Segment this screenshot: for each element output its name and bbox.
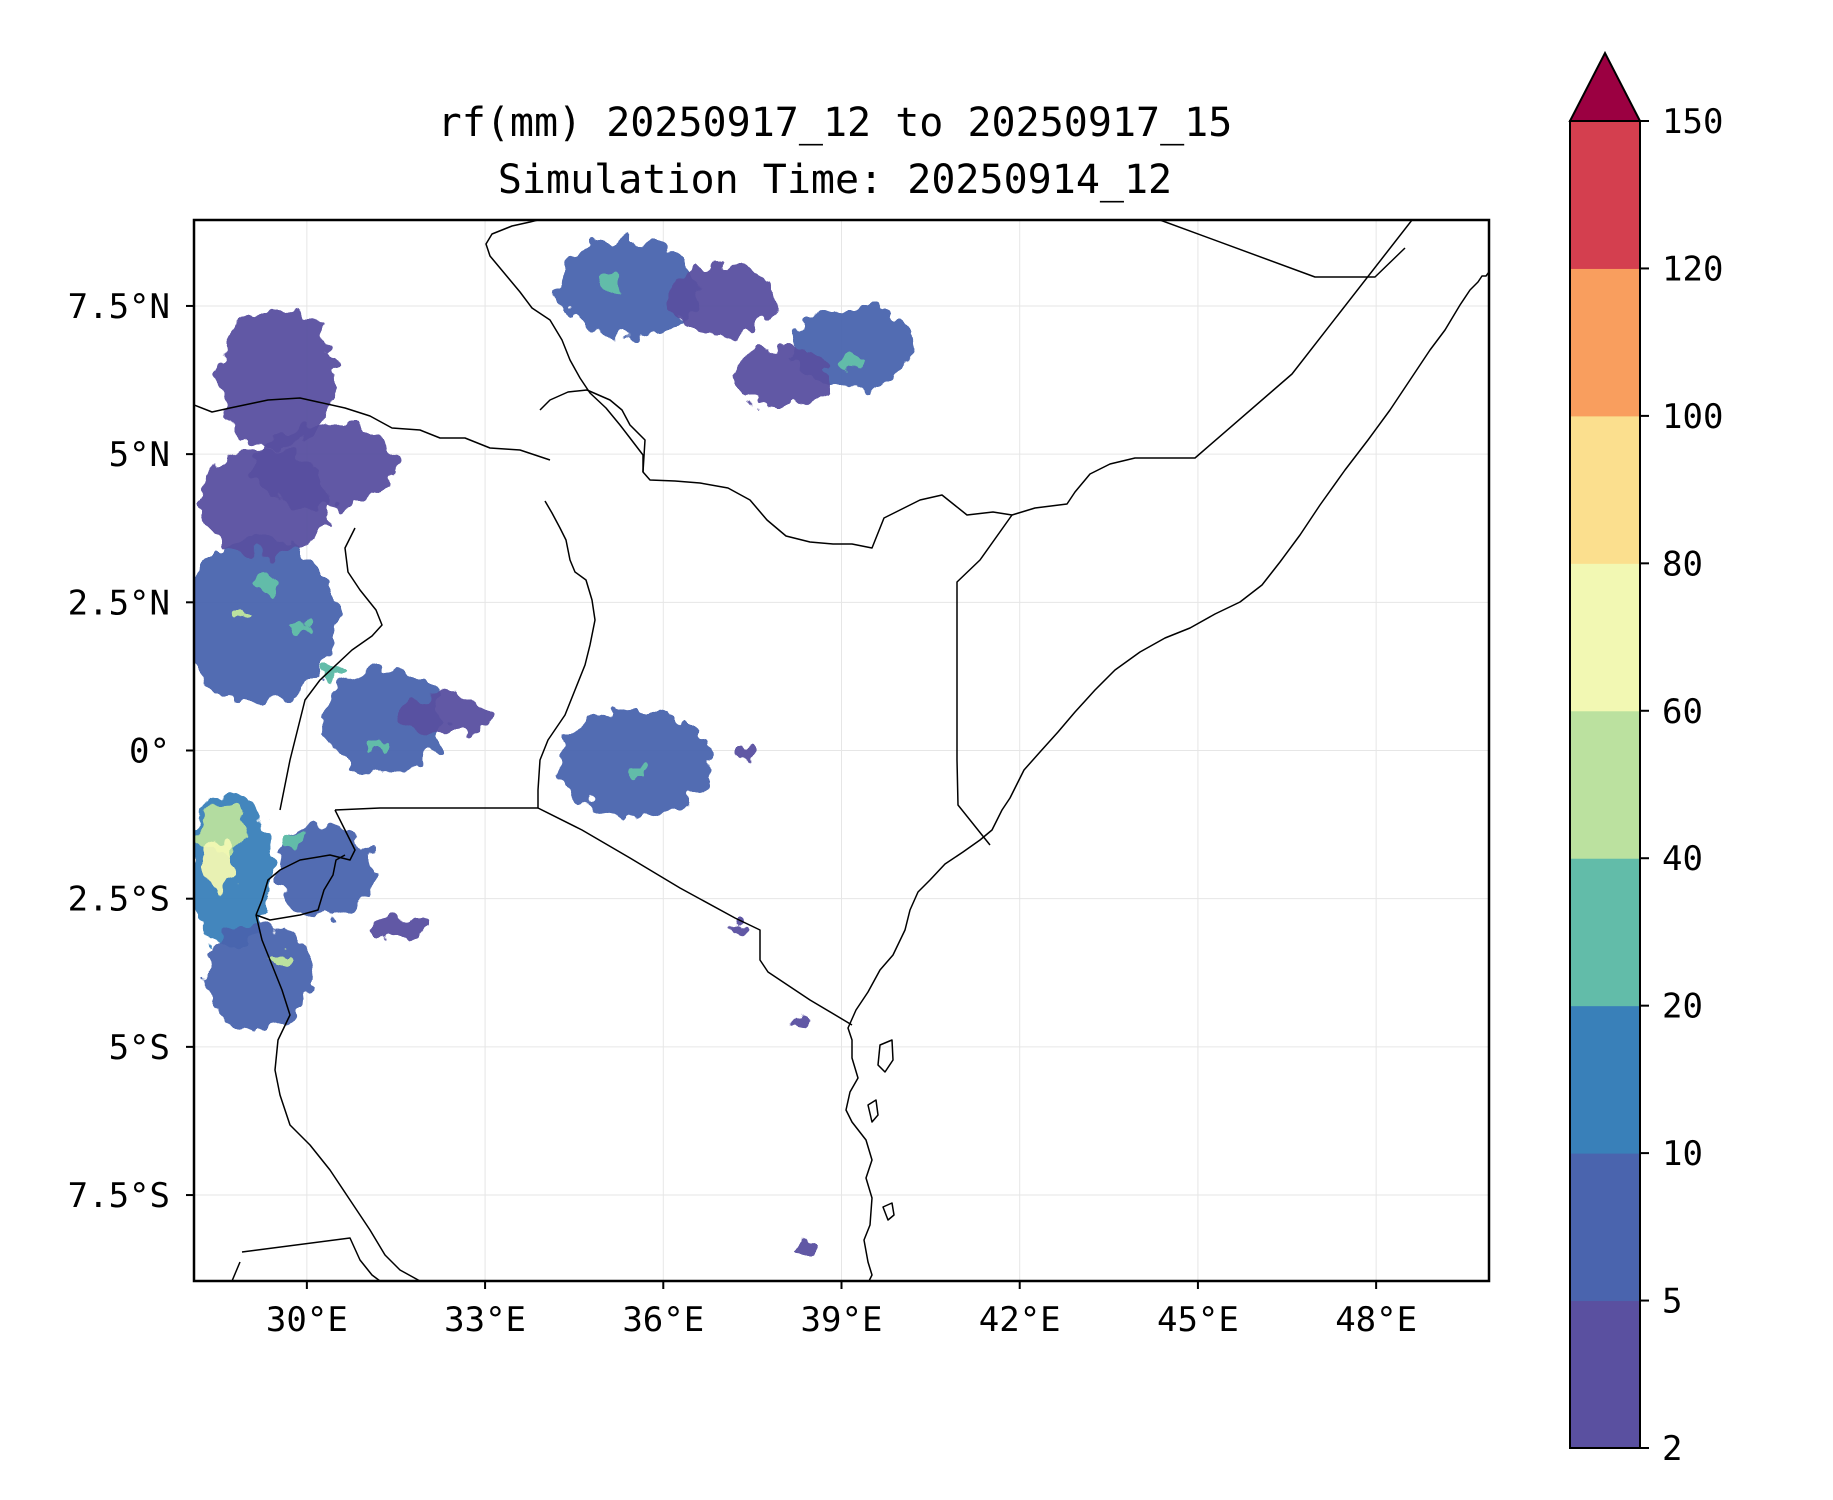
rain-hotspot-7 bbox=[273, 950, 294, 965]
rain-region-0 bbox=[194, 537, 337, 704]
rain-region-12 bbox=[556, 709, 711, 816]
border-southsudan-south bbox=[194, 397, 551, 461]
rain-hotspot-0 bbox=[290, 619, 311, 634]
rain-hotspot-8 bbox=[231, 607, 252, 622]
colorbar-band-5 bbox=[1570, 563, 1640, 712]
colorbar-label-0: 2 bbox=[1662, 1429, 1682, 1469]
rain-hotspot-3 bbox=[284, 832, 305, 847]
border-ethiopia-somalia bbox=[1011, 220, 1413, 516]
rain-hotspot-2 bbox=[320, 666, 341, 681]
map-title-line-1: rf(mm) 20250917_12 to 20250917_15 bbox=[438, 100, 1233, 146]
y-tick-label-1: 5°N bbox=[109, 435, 170, 475]
colorbar-label-2: 10 bbox=[1662, 1134, 1703, 1174]
longitude-axis: 30°E 33°E 36°E 39°E 42°E 45°E 48°E bbox=[266, 1281, 1417, 1340]
border-drc-tanzania bbox=[255, 914, 421, 1281]
colorbar-label-9: 150 bbox=[1662, 102, 1723, 142]
colorbar-band-2 bbox=[1570, 1005, 1640, 1154]
border-drc-uganda bbox=[279, 527, 383, 811]
mafia-island bbox=[867, 1099, 879, 1123]
country-borders-and-coastline bbox=[194, 220, 1489, 1281]
x-tick-label-4: 42°E bbox=[979, 1300, 1061, 1340]
colorbar-band-8 bbox=[1570, 121, 1640, 269]
x-tick-label-5: 45°E bbox=[1157, 1300, 1239, 1340]
border-ethiopia-kenya bbox=[539, 389, 1013, 549]
map-title-line-2: Simulation Time: 20250914_12 bbox=[498, 157, 1172, 203]
border-kenya-somalia bbox=[956, 514, 1013, 846]
rain-region-5 bbox=[395, 697, 492, 733]
latitude-axis: 7.5°N 5°N 2.5°N 0° 2.5°S 5°S 7.5°S bbox=[68, 287, 194, 1216]
zanzibar-island bbox=[877, 1039, 894, 1073]
colorbar-band-4 bbox=[1570, 710, 1640, 859]
border-kenya-tanzania bbox=[537, 807, 853, 1026]
y-tick-label-6: 7.5°S bbox=[68, 1176, 170, 1216]
colorbar-frame bbox=[1569, 120, 1641, 1449]
rain-region-3 bbox=[253, 424, 396, 508]
x-tick-label-6: 48°E bbox=[1335, 1300, 1417, 1340]
rain-region-17 bbox=[731, 922, 750, 935]
x-tick-label-2: 36°E bbox=[622, 1300, 704, 1340]
colorbar-band-6 bbox=[1570, 415, 1640, 564]
rain-region-2 bbox=[217, 305, 337, 449]
border-uganda-tanzania bbox=[334, 807, 538, 811]
x-tick-label-3: 39°E bbox=[801, 1300, 883, 1340]
y-tick-label-0: 7.5°N bbox=[68, 287, 170, 327]
colorbar: 2 5 10 20 40 60 80 100 120 150 bbox=[1568, 50, 1723, 1469]
colorbar-label-1: 5 bbox=[1662, 1282, 1682, 1322]
rain-hotspot-5 bbox=[599, 275, 620, 290]
pemba-island bbox=[882, 1202, 895, 1221]
colorbar-band-1 bbox=[1570, 1153, 1640, 1302]
colorbar-band-0 bbox=[1570, 1300, 1640, 1449]
rain-region-9 bbox=[205, 922, 313, 1030]
rain-region-13 bbox=[556, 240, 699, 336]
colorbar-label-6: 80 bbox=[1662, 544, 1703, 584]
rain-region-4 bbox=[324, 667, 444, 775]
rain-hotspot-1 bbox=[255, 577, 276, 592]
rain-hotspot-6 bbox=[843, 352, 864, 367]
y-tick-label-4: 2.5°S bbox=[68, 880, 170, 920]
border-southsudan-ethiopia bbox=[485, 220, 644, 472]
colorbar-label-8: 120 bbox=[1662, 249, 1723, 289]
colorbar-label-3: 20 bbox=[1662, 987, 1703, 1027]
rain-region-8 bbox=[202, 842, 233, 896]
y-tick-label-2: 2.5°N bbox=[68, 583, 170, 623]
border-zambia bbox=[241, 1237, 381, 1281]
rainfall-field bbox=[194, 240, 913, 1256]
y-tick-label-3: 0° bbox=[129, 732, 170, 772]
border-ethiopia-somaliland bbox=[1159, 220, 1406, 278]
rain-hotspot-4 bbox=[368, 737, 389, 752]
map-area bbox=[192, 218, 1491, 1283]
rain-region-15 bbox=[669, 264, 777, 336]
colorbar-label-7: 100 bbox=[1662, 397, 1723, 437]
rain-region-7 bbox=[199, 803, 248, 852]
border-kenya-uganda bbox=[537, 500, 596, 808]
rain-region-18 bbox=[791, 1017, 809, 1030]
colorbar-band-3 bbox=[1570, 858, 1640, 1007]
rain-region-19 bbox=[738, 744, 755, 763]
colorbar-label-5: 60 bbox=[1662, 692, 1703, 732]
rain-region-10 bbox=[277, 821, 373, 917]
border-tanzania-mozambique bbox=[231, 1261, 241, 1281]
colorbar-band-7 bbox=[1570, 268, 1640, 417]
rain-region-16 bbox=[734, 347, 830, 407]
border-burundi bbox=[255, 854, 346, 921]
rain-region-20 bbox=[793, 1241, 818, 1256]
rain-hotspot-9 bbox=[629, 767, 650, 782]
border-rwanda-burundi bbox=[255, 809, 356, 916]
rain-region-11 bbox=[372, 917, 432, 939]
colorbar-extend-arrow bbox=[1568, 50, 1642, 122]
y-tick-label-5: 5°S bbox=[109, 1028, 170, 1068]
x-tick-label-0: 30°E bbox=[266, 1300, 348, 1340]
x-tick-label-1: 33°E bbox=[444, 1300, 526, 1340]
colorbar-label-4: 40 bbox=[1662, 839, 1703, 879]
coastline bbox=[845, 271, 1489, 1281]
